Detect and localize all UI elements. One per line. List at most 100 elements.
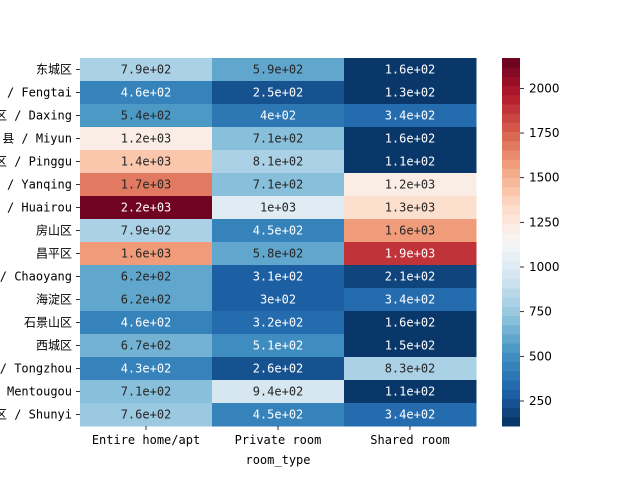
- colorbar-segment: [502, 214, 520, 225]
- cell-value-label: 9.4e+02: [253, 385, 304, 399]
- heatmap-cell: [212, 357, 345, 381]
- heatmap-cell: [80, 357, 213, 381]
- cell-value-label: 1.6e+02: [385, 316, 436, 330]
- heatmap-cell: [212, 288, 345, 312]
- heatmap-cells: [80, 58, 477, 427]
- colorbar-segment: [502, 361, 520, 372]
- colorbar-segment: [502, 196, 520, 206]
- row-tick-label: 西城区: [36, 339, 72, 353]
- cell-value-label: 1.7e+03: [121, 178, 172, 192]
- colorbar-segment: [502, 67, 520, 77]
- colorbar-segment: [502, 232, 520, 243]
- colorbar-tick-label: 750: [529, 305, 552, 319]
- cell-value-label: 7.9e+02: [121, 63, 172, 77]
- heatmap-cell: [80, 311, 213, 335]
- row-tick-label: / Tongzhou: [0, 362, 72, 376]
- heatmap-cell: [212, 334, 345, 358]
- heatmap-cell: [80, 403, 213, 427]
- heatmap-cell: [212, 196, 345, 220]
- heatmap-cell: [80, 288, 213, 312]
- column-tick-label: Entire home/apt: [92, 433, 200, 447]
- x-axis-title: room_type: [245, 453, 310, 467]
- heatmap-cell: [212, 58, 345, 82]
- cell-value-label: 7.1e+02: [253, 132, 304, 146]
- colorbar-segment: [502, 186, 520, 197]
- row-tick-label: / Yanqing: [7, 178, 72, 192]
- heatmap-cell: [344, 58, 477, 82]
- row-tick-label: 房山区: [36, 223, 72, 238]
- heatmap-cell: [80, 127, 213, 151]
- heatmap-cell: [344, 219, 477, 243]
- cell-value-label: 1.5e+02: [385, 339, 436, 353]
- cell-value-label: 6.2e+02: [121, 293, 172, 307]
- colorbar-segment: [502, 76, 520, 87]
- colorbar-segment: [502, 58, 520, 68]
- colorbar-segment: [502, 251, 520, 261]
- heatmap-cell: [212, 265, 345, 289]
- heatmap-cell: [344, 288, 477, 312]
- cell-value-label: 7.1e+02: [121, 385, 172, 399]
- cell-value-label: 4.5e+02: [253, 224, 304, 238]
- cell-value-label: 3.4e+02: [385, 109, 436, 123]
- heatmap-cell: [212, 150, 345, 174]
- cell-value-label: 5.8e+02: [253, 247, 304, 261]
- cell-value-label: 3.4e+02: [385, 408, 436, 422]
- column-tick-label: Shared room: [370, 433, 449, 447]
- colorbar-segment: [502, 315, 520, 326]
- cell-value-label: 4e+02: [260, 109, 296, 123]
- colorbar-tick-label: 1500: [529, 171, 560, 185]
- heatmap-cell: [80, 242, 213, 266]
- colorbar-segment: [502, 278, 520, 289]
- cell-value-label: 4.5e+02: [253, 408, 304, 422]
- heatmap-cell: [80, 81, 213, 105]
- colorbar-segment: [502, 113, 520, 123]
- cell-value-label: 1.6e+03: [385, 224, 436, 238]
- cell-value-label: 1.3e+02: [385, 86, 436, 100]
- heatmap-cell: [80, 58, 213, 82]
- heatmap-cell: [212, 81, 345, 105]
- cell-value-label: 3.2e+02: [253, 316, 304, 330]
- cell-value-label: 3e+02: [260, 293, 296, 307]
- row-tick-label: 海淀区: [36, 292, 72, 307]
- heatmap-cell: [344, 403, 477, 427]
- heatmap-cell: [344, 242, 477, 266]
- colorbar-segment: [502, 122, 520, 133]
- heatmap-cell: [212, 403, 345, 427]
- cell-value-label: 1.6e+03: [121, 247, 172, 261]
- cell-value-label: 1.6e+02: [385, 132, 436, 146]
- colorbar-segment: [502, 140, 520, 151]
- heatmap-cell: [344, 196, 477, 220]
- heatmap-cell: [80, 380, 213, 404]
- cell-value-label: 8.1e+02: [253, 155, 304, 169]
- colorbar-segment: [502, 269, 520, 280]
- cell-value-label: 1.3e+03: [385, 201, 436, 215]
- row-tick-label: 区 / Pinggu: [0, 155, 72, 169]
- row-tick-label: 区 / Daxing: [0, 109, 72, 123]
- colorbar-segment: [502, 398, 520, 409]
- heatmap-cell: [212, 242, 345, 266]
- colorbar-segment: [502, 150, 520, 160]
- colorbar-segment: [502, 94, 520, 105]
- colorbar-segment: [502, 370, 520, 381]
- heatmap-cell: [212, 311, 345, 335]
- row-tick-label: 县 / Miyun: [2, 132, 72, 146]
- colorbar-segment: [502, 85, 520, 96]
- heatmap-cell: [80, 196, 213, 220]
- heatmap-cell: [212, 104, 345, 128]
- heatmap-cell: [344, 357, 477, 381]
- heatmap-cell: [344, 311, 477, 335]
- colorbar-segment: [502, 168, 520, 179]
- cell-value-label: 3.4e+02: [385, 293, 436, 307]
- cell-value-label: 5.1e+02: [253, 339, 304, 353]
- heatmap-cell: [212, 219, 345, 243]
- heatmap-cell: [80, 173, 213, 197]
- colorbar-tick-label: 1750: [529, 126, 560, 140]
- cell-value-label: 2.1e+02: [385, 270, 436, 284]
- row-tick-label: 区 / Shunyi: [0, 408, 72, 422]
- colorbar-segment: [502, 159, 520, 169]
- colorbar-segment: [502, 177, 520, 188]
- colorbar-tick-label: 250: [529, 394, 552, 408]
- cell-value-label: 2.2e+03: [121, 201, 172, 215]
- colorbar-tick-label: 2000: [529, 81, 560, 95]
